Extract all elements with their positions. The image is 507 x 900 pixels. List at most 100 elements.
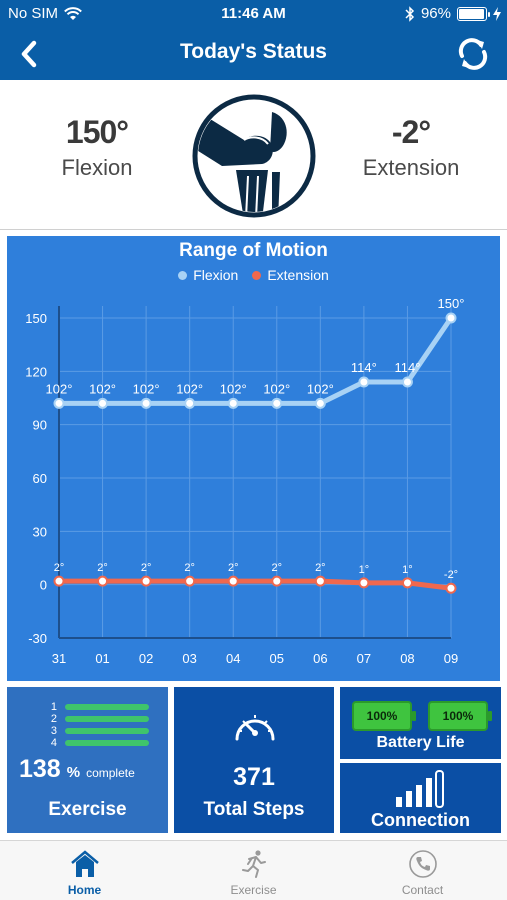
- data-point: [97, 397, 109, 409]
- x-tick-label: 09: [444, 651, 458, 666]
- data-point: [314, 397, 326, 409]
- data-label: 102°: [46, 381, 73, 396]
- steps-tile[interactable]: 371 Total Steps: [174, 687, 334, 833]
- data-point: [271, 575, 283, 587]
- data-point: [445, 312, 457, 324]
- x-tick-label: 03: [182, 651, 196, 666]
- status-left: No SIM: [8, 5, 82, 22]
- data-point: [358, 577, 370, 589]
- flexion-label: Flexion: [61, 155, 133, 180]
- x-tick-label: 07: [357, 651, 371, 666]
- chevron-left-icon[interactable]: [14, 37, 48, 71]
- data-label: -2°: [444, 569, 458, 581]
- y-tick-label: 90: [33, 418, 47, 433]
- tab-home[interactable]: Home: [0, 841, 169, 900]
- x-tick-label: 01: [95, 651, 109, 666]
- nav-bar: Today's Status: [0, 28, 507, 80]
- x-tick-label: 08: [400, 651, 414, 666]
- refresh-icon[interactable]: [453, 34, 493, 74]
- signal-bars-icon: [396, 770, 444, 808]
- legend-extension-dot: [252, 270, 262, 280]
- x-tick-label: 31: [52, 651, 66, 666]
- legend-flexion-dot: [178, 270, 188, 280]
- exercise-row: 3: [43, 725, 149, 737]
- x-tick-label: 02: [139, 651, 153, 666]
- data-label: 1°: [402, 564, 413, 576]
- flexion-summary: 150° Flexion: [12, 114, 182, 181]
- legend-extension-label: Extension: [267, 267, 329, 283]
- tab-contact[interactable]: Contact: [338, 841, 507, 900]
- data-label: 102°: [176, 381, 203, 396]
- exercise-tile[interactable]: 1 2 3 4 138 % complete Exercise: [7, 687, 168, 833]
- data-point: [227, 397, 239, 409]
- bluetooth-icon: [405, 5, 415, 22]
- exercise-progress-list: 1 2 3 4: [43, 701, 149, 749]
- data-point: [184, 575, 196, 587]
- data-point: [97, 575, 109, 587]
- data-label: 1°: [359, 564, 370, 576]
- range-of-motion-chart: -30 0 30 60 90 120 150 31 01 02 03 04 05 06 07 08 09 102°…: [7, 236, 500, 681]
- y-tick-label: 60: [33, 471, 47, 486]
- data-point: [445, 582, 457, 594]
- data-label: 102°: [89, 381, 116, 396]
- exercise-progress-bar: [65, 740, 149, 746]
- series-line-extension: [59, 578, 452, 591]
- extension-value: -2°: [391, 114, 431, 150]
- steps-tile-label: Total Steps: [203, 799, 305, 820]
- exercise-row: 2: [43, 713, 149, 725]
- data-point: [53, 575, 65, 587]
- data-point: [184, 397, 196, 409]
- exercise-percent-value: 138: [19, 755, 61, 783]
- tab-home-label: Home: [67, 883, 102, 897]
- data-label: 102°: [307, 381, 334, 396]
- y-tick-label: -30: [28, 631, 47, 646]
- exercise-progress-bar: [65, 704, 149, 710]
- battery-tile[interactable]: 100% 100% Battery Life: [340, 687, 501, 759]
- status-right: 96%: [405, 5, 501, 22]
- flexion-value: 150°: [65, 114, 129, 150]
- carrier-label: No SIM: [8, 5, 59, 22]
- data-label: 150°: [438, 296, 465, 311]
- page-title: Today's Status: [180, 40, 327, 63]
- exercise-percent: 138 % complete: [19, 755, 135, 784]
- data-point: [314, 575, 326, 587]
- legend-extension[interactable]: Extension: [252, 267, 329, 283]
- wifi-icon: [64, 6, 82, 20]
- data-point: [358, 376, 370, 388]
- status-summary: 150° Flexion -2° Extension: [0, 80, 507, 230]
- x-tick-label: 05: [270, 651, 284, 666]
- data-label: 2°: [272, 562, 283, 574]
- tab-contact-label: Contact: [401, 883, 444, 897]
- connection-tile[interactable]: Connection: [340, 763, 501, 833]
- y-tick-label: 30: [33, 524, 47, 539]
- tab-exercise[interactable]: Exercise: [169, 841, 338, 900]
- battery-percent: 96%: [420, 5, 451, 22]
- tab-exercise-label: Exercise: [230, 883, 277, 897]
- speedometer-icon: [235, 715, 275, 741]
- y-tick-label: 0: [40, 578, 47, 593]
- device-batteries: 100% 100%: [352, 701, 492, 731]
- series-line-flexion: [59, 316, 454, 406]
- extension-label: Extension: [362, 155, 460, 180]
- data-point: [401, 376, 413, 388]
- exercise-progress-bar: [65, 716, 149, 722]
- home-icon: [70, 850, 99, 877]
- data-point: [227, 575, 239, 587]
- exercise-row: 4: [43, 737, 149, 749]
- chart-legend: Flexion Extension: [7, 267, 500, 283]
- y-tick-label: 150: [25, 311, 47, 326]
- legend-flexion[interactable]: Flexion: [178, 267, 238, 283]
- runner-icon: [241, 850, 266, 878]
- battery-left-icon: 100%: [352, 701, 416, 731]
- y-tick-label: 120: [25, 364, 47, 379]
- tab-bar: Home Exercise Contact: [0, 840, 507, 900]
- data-label: 114°: [351, 360, 377, 375]
- data-label: 2°: [54, 562, 65, 574]
- chart-plot: -30 0 30 60 90 120 150 31 01 02 03 04 05 06 07 08 09 102°…: [25, 296, 465, 666]
- total-steps-value: 371: [233, 763, 275, 791]
- exercise-complete-label: complete: [86, 766, 135, 780]
- exercise-percent-sign: %: [66, 764, 81, 781]
- data-point: [401, 577, 413, 589]
- data-point: [140, 575, 152, 587]
- data-point: [53, 397, 65, 409]
